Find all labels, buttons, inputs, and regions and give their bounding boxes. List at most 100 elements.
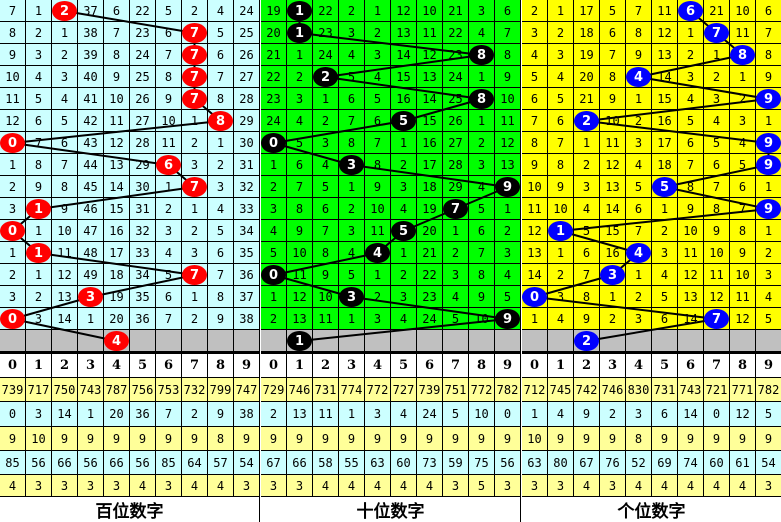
stat-cell: 9 xyxy=(756,427,781,450)
draw-ball: 3 xyxy=(600,265,625,285)
grid-cell: 1 xyxy=(391,132,416,153)
grid-cell: 1 xyxy=(443,220,468,241)
grid-cell: 12 xyxy=(104,132,129,153)
stat-cell: 2 xyxy=(261,402,286,426)
stat-cell: 57 xyxy=(208,451,233,474)
draw-ball: 8 xyxy=(208,111,233,131)
digit-header: 2 xyxy=(574,354,599,377)
draw-ball: 0 xyxy=(261,265,286,285)
stat-cell: 9 xyxy=(130,427,155,450)
grid-cell: 22 xyxy=(261,66,286,87)
draw-ball: 0 xyxy=(261,133,286,153)
grid-cell: 7 xyxy=(469,242,494,263)
digit-header: 7 xyxy=(182,354,207,377)
stat-cell: 772 xyxy=(365,378,390,401)
digit-header: 9 xyxy=(495,354,520,377)
stat-cell: 9 xyxy=(234,427,259,450)
stat-cell: 4 xyxy=(548,402,573,426)
stat-cell: 3 xyxy=(234,475,259,496)
grid-cell: 5 xyxy=(52,110,77,131)
grid-cell: 7 xyxy=(704,176,729,197)
stat-cell: 52 xyxy=(626,451,651,474)
stat-cell: 60 xyxy=(391,451,416,474)
grid-cell: 6 xyxy=(104,0,129,21)
grid-cell: 4 xyxy=(208,198,233,219)
grid-cell: 3 xyxy=(339,220,364,241)
grid-cell: 47 xyxy=(78,220,103,241)
digit-header: 5 xyxy=(391,354,416,377)
grid-cell: 9 xyxy=(756,66,781,87)
grid-cell: 2 xyxy=(26,22,51,43)
grid-cell: 22 xyxy=(313,0,338,21)
grid-cell: 14 xyxy=(104,176,129,197)
grid-cell: 9 xyxy=(208,308,233,329)
grid-cell: 3 xyxy=(182,154,207,175)
draw-ball: 1 xyxy=(287,1,312,21)
grid-cell: 14 xyxy=(417,88,442,109)
grid-cell: 24 xyxy=(417,308,442,329)
draw-ball: 4 xyxy=(626,67,651,87)
grid-cell: 3 xyxy=(626,308,651,329)
grid-cell: 2 xyxy=(626,110,651,131)
grid-cell: 9 xyxy=(469,286,494,307)
grid-cell: 10 xyxy=(704,242,729,263)
grid-cell: 7 xyxy=(495,22,520,43)
grid-cell: 26 xyxy=(443,110,468,131)
draw-ball: 3 xyxy=(339,287,364,307)
grid-cell: 8 xyxy=(208,88,233,109)
grid-cell: 30 xyxy=(234,132,259,153)
stat-cell: 771 xyxy=(730,378,755,401)
grid-cell: 6 xyxy=(495,0,520,21)
grid-cell: 12 xyxy=(0,110,25,131)
grid-cell: 7 xyxy=(548,132,573,153)
grid-cell: 21 xyxy=(443,0,468,21)
digit-header: 3 xyxy=(339,354,364,377)
grid-cell: 8 xyxy=(704,198,729,219)
stat-cell: 12 xyxy=(730,402,755,426)
grid-cell: 7 xyxy=(208,66,233,87)
grid-cell: 35 xyxy=(234,242,259,263)
stat-cell: 4 xyxy=(391,402,416,426)
grid-cell: 6 xyxy=(652,308,677,329)
grid-cell: 36 xyxy=(234,264,259,285)
grid-cell: 10 xyxy=(730,264,755,285)
stat-cell: 727 xyxy=(391,378,416,401)
pending-cell xyxy=(522,330,547,351)
stat-cell: 3 xyxy=(78,475,103,496)
stat-cell: 9 xyxy=(52,427,77,450)
grid-cell: 16 xyxy=(652,110,677,131)
grid-cell: 2 xyxy=(182,220,207,241)
grid-cell: 15 xyxy=(391,66,416,87)
stat-cell: 4 xyxy=(652,475,677,496)
stat-cell: 0 xyxy=(704,402,729,426)
grid-cell: 3 xyxy=(26,308,51,329)
grid-cell: 1 xyxy=(208,132,233,153)
grid-cell: 9 xyxy=(313,264,338,285)
stat-cell: 4 xyxy=(365,475,390,496)
grid-cell: 14 xyxy=(391,44,416,65)
grid-cell: 3 xyxy=(339,22,364,43)
grid-cell: 8 xyxy=(756,44,781,65)
grid-cell: 1 xyxy=(391,242,416,263)
stat-cell: 13 xyxy=(287,402,312,426)
grid-cell: 2 xyxy=(261,176,286,197)
grid-cell: 2 xyxy=(678,44,703,65)
stat-cell: 787 xyxy=(104,378,129,401)
grid-cell: 2 xyxy=(182,0,207,21)
grid-cell: 7 xyxy=(156,44,181,65)
grid-cell: 29 xyxy=(443,176,468,197)
grid-cell: 4 xyxy=(208,0,233,21)
grid-cell: 1 xyxy=(600,286,625,307)
grid-cell: 9 xyxy=(548,176,573,197)
stat-cell: 38 xyxy=(234,402,259,426)
grid-cell: 2 xyxy=(339,198,364,219)
grid-cell: 1 xyxy=(287,44,312,65)
grid-cell: 7 xyxy=(678,154,703,175)
grid-cell: 2 xyxy=(313,110,338,131)
grid-cell: 31 xyxy=(130,198,155,219)
draw-ball: 1 xyxy=(548,221,573,241)
grid-cell: 29 xyxy=(234,110,259,131)
stat-cell: 3 xyxy=(156,475,181,496)
grid-cell: 7 xyxy=(339,110,364,131)
grid-cell: 8 xyxy=(469,264,494,285)
